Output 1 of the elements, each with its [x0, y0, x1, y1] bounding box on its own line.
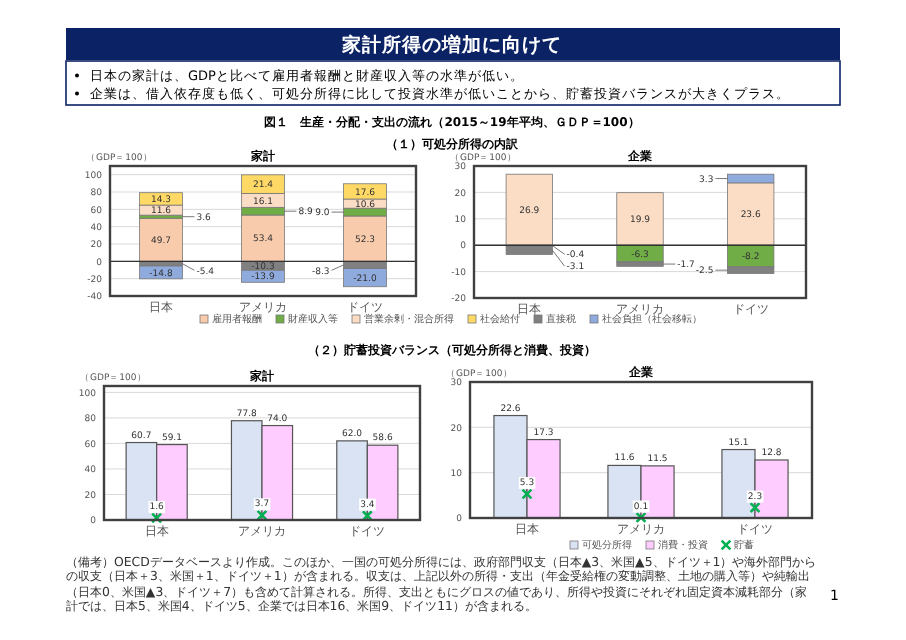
text: 家計所得の増加に向けて	[340, 33, 562, 57]
